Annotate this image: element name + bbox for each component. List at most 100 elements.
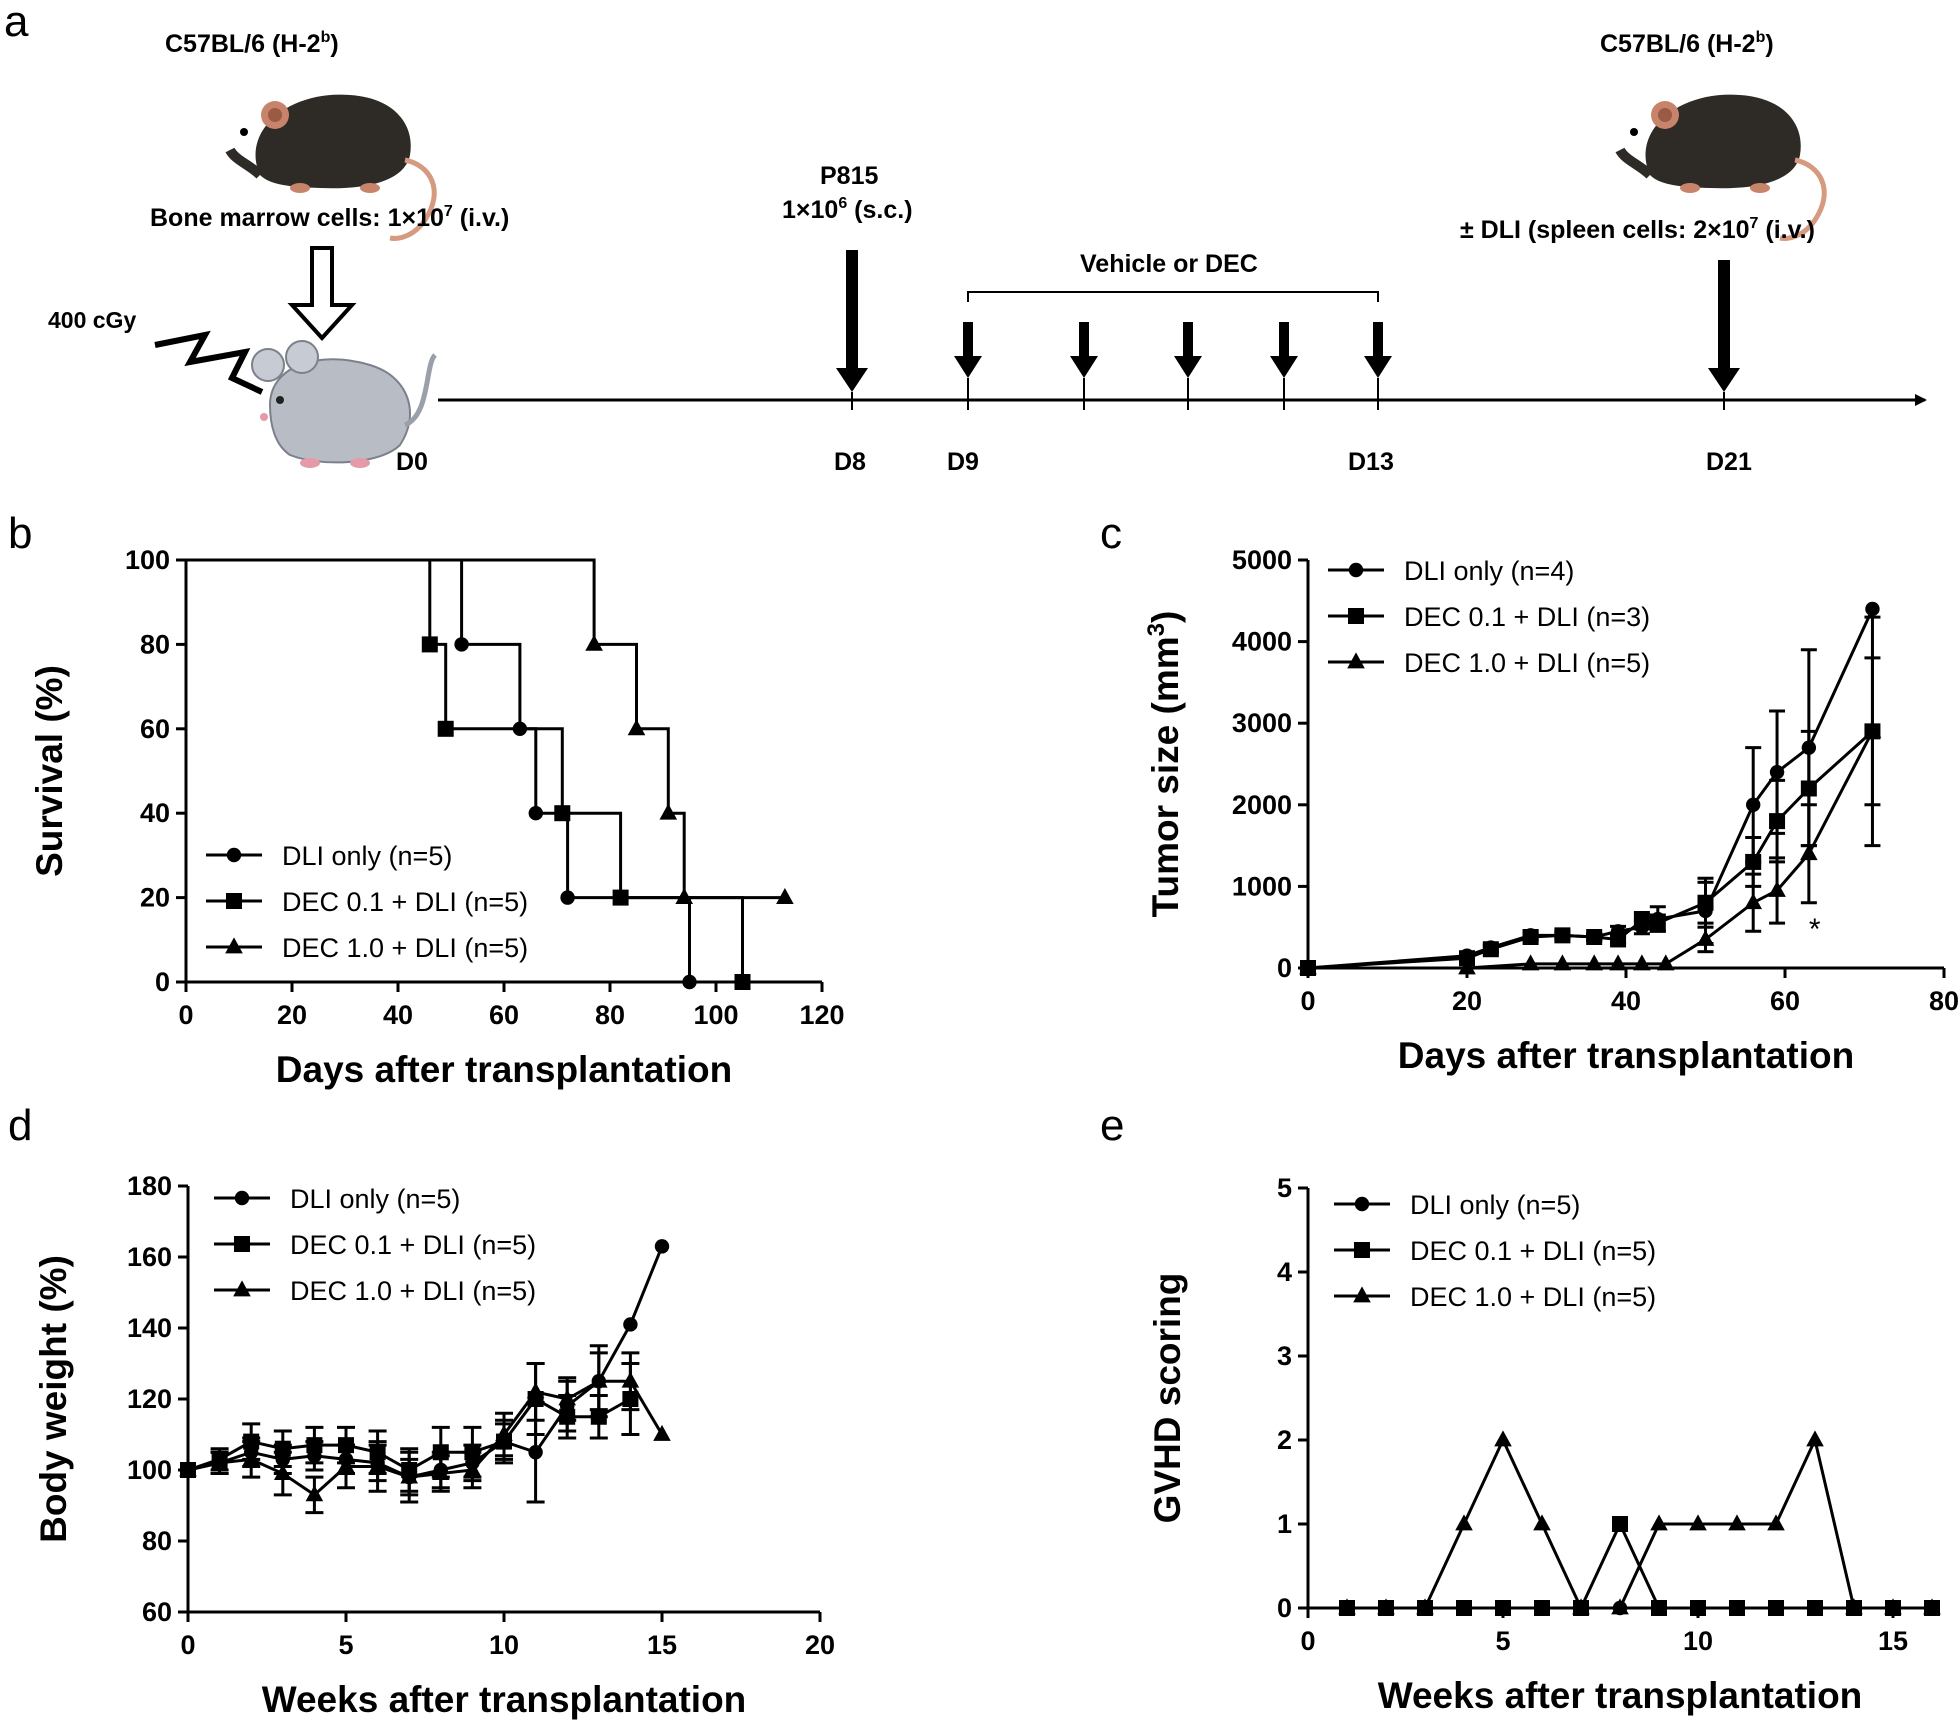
schematic-panel: C57BL/6 (H-2b) Bone marrow cells: 1×107 … [48,29,1927,476]
data-point [1800,780,1817,797]
lightning-icon [154,330,264,395]
data-point [1651,1600,1667,1616]
x-tick-label: 80 [595,1000,625,1030]
y-tick-label: 40 [140,798,170,828]
y-tick-label: 4 [1277,1257,1292,1287]
y-axis-label-text: Survival (%) [29,665,70,877]
y-tick-label: 100 [127,1455,172,1485]
km-point [421,636,438,653]
day-label-d9: D9 [947,448,979,476]
data-point [1845,1598,1863,1615]
data-point [463,1460,482,1477]
km-point [454,637,469,652]
data-point [1863,721,1882,738]
y-tick-label: 2 [1277,1425,1292,1455]
data-point [1633,912,1650,929]
km-point [734,974,751,990]
data-point [1585,954,1603,971]
data-point [1746,797,1761,812]
legend-label: DEC 0.1 + DLI (n=5) [1410,1236,1656,1266]
data-point [1482,941,1499,958]
panel-label-e: e [1100,1101,1124,1150]
data-point [1416,1598,1434,1615]
data-point [1729,1600,1745,1616]
legend-marker-circle [234,1190,250,1206]
data-point [242,1449,260,1466]
y-tick-label: 3 [1277,1341,1292,1371]
data-point [1865,601,1880,617]
x-tick-label: 5 [338,1630,353,1660]
data-point [1459,950,1475,967]
x-axis-label: Weeks after transplantation [262,1679,747,1720]
x-tick-label: 5 [1495,1626,1510,1656]
dec-arrow-head-icon [1070,356,1098,378]
y-tick-label: 2000 [1232,790,1292,820]
data-point [621,1371,640,1388]
data-point [1728,1514,1746,1531]
legend-marker-circle [226,847,242,863]
km-curve [186,558,691,982]
y-tick-label: 140 [127,1313,172,1343]
legend-marker-square [234,1236,250,1252]
y-tick-label: 5 [1277,1173,1292,1203]
legend-marker-circle [1354,1196,1370,1212]
gvhd-scoring-chart: 0 1 2 3 4 5 0 5 10 15 Weeks after transplantation G… [1147,1173,1941,1716]
data-point [210,1453,229,1470]
y-tick-label: 1 [1277,1509,1292,1539]
data-point [623,1317,638,1332]
data-point [558,1389,576,1406]
km-point [612,889,629,906]
y-tick-label: 1000 [1232,871,1292,901]
treatment-label: Vehicle or DEC [1080,250,1258,278]
series-line [1347,1435,1932,1610]
x-axis-label: Weeks after transplantation [1378,1675,1863,1716]
legend-label: DLI only (n=5) [1410,1190,1580,1220]
data-point [1633,954,1651,971]
y-axis-label: GVHD scoring [1147,1273,1188,1524]
series-line [187,1245,664,1479]
legend-label: DLI only (n=4) [1404,556,1574,586]
y-tick-label: 0 [1277,953,1292,983]
km-point [682,974,697,990]
y-tick-label: 20 [140,883,170,913]
data-point [1455,1514,1473,1531]
km-point [437,720,454,737]
data-point [1572,1598,1590,1615]
x-axis-label: Days after transplantation [276,1049,732,1090]
x-tick-label: 60 [1770,986,1800,1016]
data-point [1610,931,1627,948]
y-tick-label: 3000 [1232,708,1292,738]
x-tick-label: 0 [178,1000,193,1030]
panel-label-b: b [8,509,32,558]
km-point [560,890,575,905]
data-point [1769,764,1785,780]
km-point [585,634,603,651]
data-point [306,1437,323,1454]
x-tick-label: 20 [277,1000,307,1030]
km-point [528,806,543,821]
data-point [400,1467,418,1484]
data-point [1768,1600,1784,1616]
data-point [653,1424,671,1441]
km-point [554,805,571,822]
data-point [1696,929,1715,946]
significance-annotation: * [1809,913,1821,946]
y-axis-label-text: Body weight (%) [33,1255,74,1543]
y-tick-label: 180 [127,1171,172,1201]
donor-right-title: C57BL/6 (H-2b) [1600,29,1774,58]
data-point [1690,1600,1706,1616]
data-point [1609,954,1627,971]
data-point [274,1463,292,1480]
y-axis-label: Tumor size (mm3) [1143,611,1186,918]
data-point [337,1456,355,1473]
x-tick-label: 15 [1878,1626,1908,1656]
data-point [1554,927,1571,944]
y-tick-label: 120 [127,1384,172,1414]
legend-marker-square [226,893,242,909]
data-point [1612,1516,1628,1532]
data-point [1456,1600,1472,1616]
legend-label: DEC 1.0 + DLI (n=5) [282,933,528,963]
donor-left-title: C57BL/6 (H-2b) [165,29,339,58]
data-point [1800,844,1818,861]
